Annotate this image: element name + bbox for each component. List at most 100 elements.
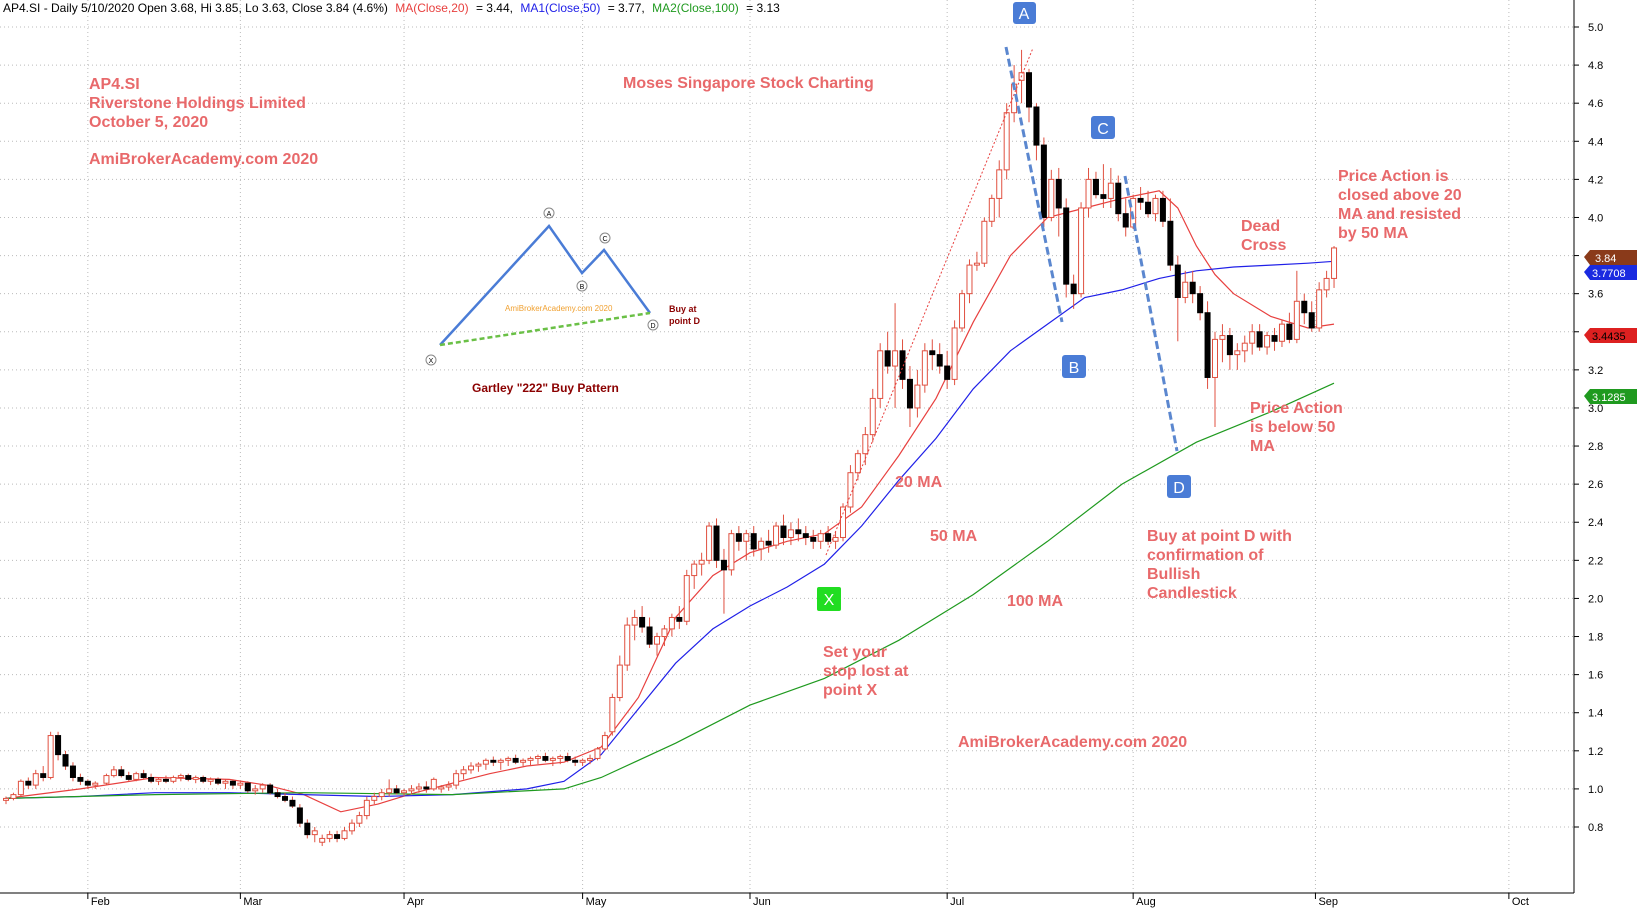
- candle-body: [177, 775, 184, 778]
- chart-header: AP4.SI - Daily 5/10/2020 Open 3.68, Hi 3…: [3, 1, 780, 15]
- stop-note-line2: stop lost at: [823, 663, 909, 680]
- candle-body: [668, 616, 675, 630]
- x-tick-label: Mar: [243, 896, 262, 908]
- candle-body: [520, 759, 527, 763]
- candle-body: [1174, 264, 1181, 298]
- y-tick-label: 4.0: [1588, 212, 1603, 224]
- candle-body: [914, 384, 921, 409]
- candle-body: [1226, 335, 1233, 356]
- candle-body: [512, 757, 519, 763]
- y-tick-label: 2.6: [1588, 479, 1603, 491]
- candle-body: [237, 782, 244, 786]
- candle-body: [460, 769, 467, 775]
- inset-label-d: D: [650, 323, 655, 330]
- candle-body: [1026, 72, 1032, 108]
- pa-above-line1: Price Action is: [1338, 168, 1449, 185]
- pa-below-line3: MA: [1250, 438, 1275, 455]
- candle-body: [758, 540, 765, 550]
- candle-body: [348, 822, 355, 832]
- candle-body: [133, 773, 140, 780]
- ma20-annotation: 20 MA: [895, 474, 943, 491]
- inset-title: Gartley "222" Buy Pattern: [472, 381, 619, 395]
- site-label-top: AmiBrokerAcademy.com 2020: [89, 151, 318, 168]
- x-tick-label: Sep: [1318, 896, 1338, 908]
- candle-body: [1003, 112, 1010, 171]
- candle-body: [959, 293, 966, 329]
- candle-body: [1159, 197, 1166, 222]
- candle-body: [557, 756, 564, 759]
- candle-body: [683, 575, 690, 622]
- candle-body: [817, 533, 824, 542]
- candle-body: [1107, 182, 1114, 199]
- candle-body: [1234, 350, 1241, 356]
- candle-body: [854, 453, 861, 474]
- candle-body: [1331, 247, 1338, 279]
- point-x-marker: X: [817, 587, 841, 611]
- candle-body: [951, 327, 958, 380]
- candle-body: [62, 754, 69, 767]
- inset-point-c: [599, 232, 611, 244]
- pa-above-line2: closed above 20: [1338, 187, 1462, 204]
- candle-body: [148, 776, 155, 782]
- candle-body: [1070, 283, 1077, 295]
- candle-body: [17, 780, 24, 796]
- y-tick-label: 4.2: [1588, 174, 1603, 186]
- candle-body: [1122, 213, 1129, 228]
- inset-buy-line2: point D: [669, 316, 700, 326]
- candle-body: [1078, 207, 1085, 295]
- candle-body: [363, 799, 370, 817]
- candle-body: [1152, 197, 1159, 215]
- candle-body: [869, 397, 876, 436]
- header-ma20: MA(Close,20): [395, 1, 468, 15]
- candle-body: [296, 807, 303, 824]
- candle-body: [594, 748, 601, 759]
- candle-body: [929, 350, 936, 356]
- candle-body: [973, 262, 980, 266]
- candle-body: [92, 782, 99, 786]
- candle-body: [676, 616, 683, 622]
- candle-body: [877, 350, 884, 399]
- candle-body: [356, 815, 363, 824]
- candle-body: [527, 757, 534, 761]
- point-c-label: C: [1097, 121, 1109, 138]
- candle-body: [1278, 323, 1285, 342]
- candle-body: [1241, 342, 1248, 352]
- y-tick-label: 0.8: [1588, 822, 1603, 834]
- y-tick-label: 4.4: [1588, 136, 1603, 148]
- header-ma100: MA2(Close,100): [652, 1, 739, 15]
- candle-body: [84, 780, 91, 786]
- inset-label-c: C: [602, 236, 607, 243]
- inset-point-b: [576, 280, 588, 292]
- candle-body: [453, 773, 460, 786]
- candle-body: [319, 837, 326, 843]
- candle-body: [1204, 312, 1211, 378]
- candle-body: [840, 506, 846, 538]
- y-tick-label: 1.4: [1588, 708, 1603, 720]
- point-a-marker: A: [1013, 2, 1036, 24]
- candle-body: [1323, 277, 1330, 291]
- candle-body: [274, 792, 281, 798]
- price-tag-ma100-text: 3.1285: [1592, 392, 1626, 404]
- header-ma50: MA1(Close,50): [520, 1, 600, 15]
- point-d-label: D: [1173, 480, 1185, 497]
- brand-label: Moses Singapore Stock Charting: [623, 75, 874, 92]
- dash-line-cd: [1123, 175, 1179, 452]
- candle-body: [393, 788, 400, 794]
- y-tick-label: 2.2: [1588, 555, 1603, 567]
- candle-body: [921, 350, 928, 386]
- header-ma100-val: = 3.13: [746, 1, 780, 15]
- pa-below-line2: is below 50: [1250, 419, 1335, 436]
- y-tick-label: 4.8: [1588, 60, 1603, 72]
- inset-buy-line1: Buy at: [669, 304, 697, 314]
- candle-body: [534, 756, 541, 759]
- candle-body: [3, 797, 9, 801]
- candle-body: [601, 735, 608, 750]
- buy-note-line4: Candlestick: [1147, 585, 1237, 602]
- y-tick-label: 4.6: [1588, 98, 1603, 110]
- stop-note-line3: point X: [823, 682, 878, 699]
- candle-body: [773, 525, 780, 546]
- candle-body: [207, 778, 214, 782]
- candle-body: [10, 794, 17, 799]
- candles: [3, 49, 1338, 847]
